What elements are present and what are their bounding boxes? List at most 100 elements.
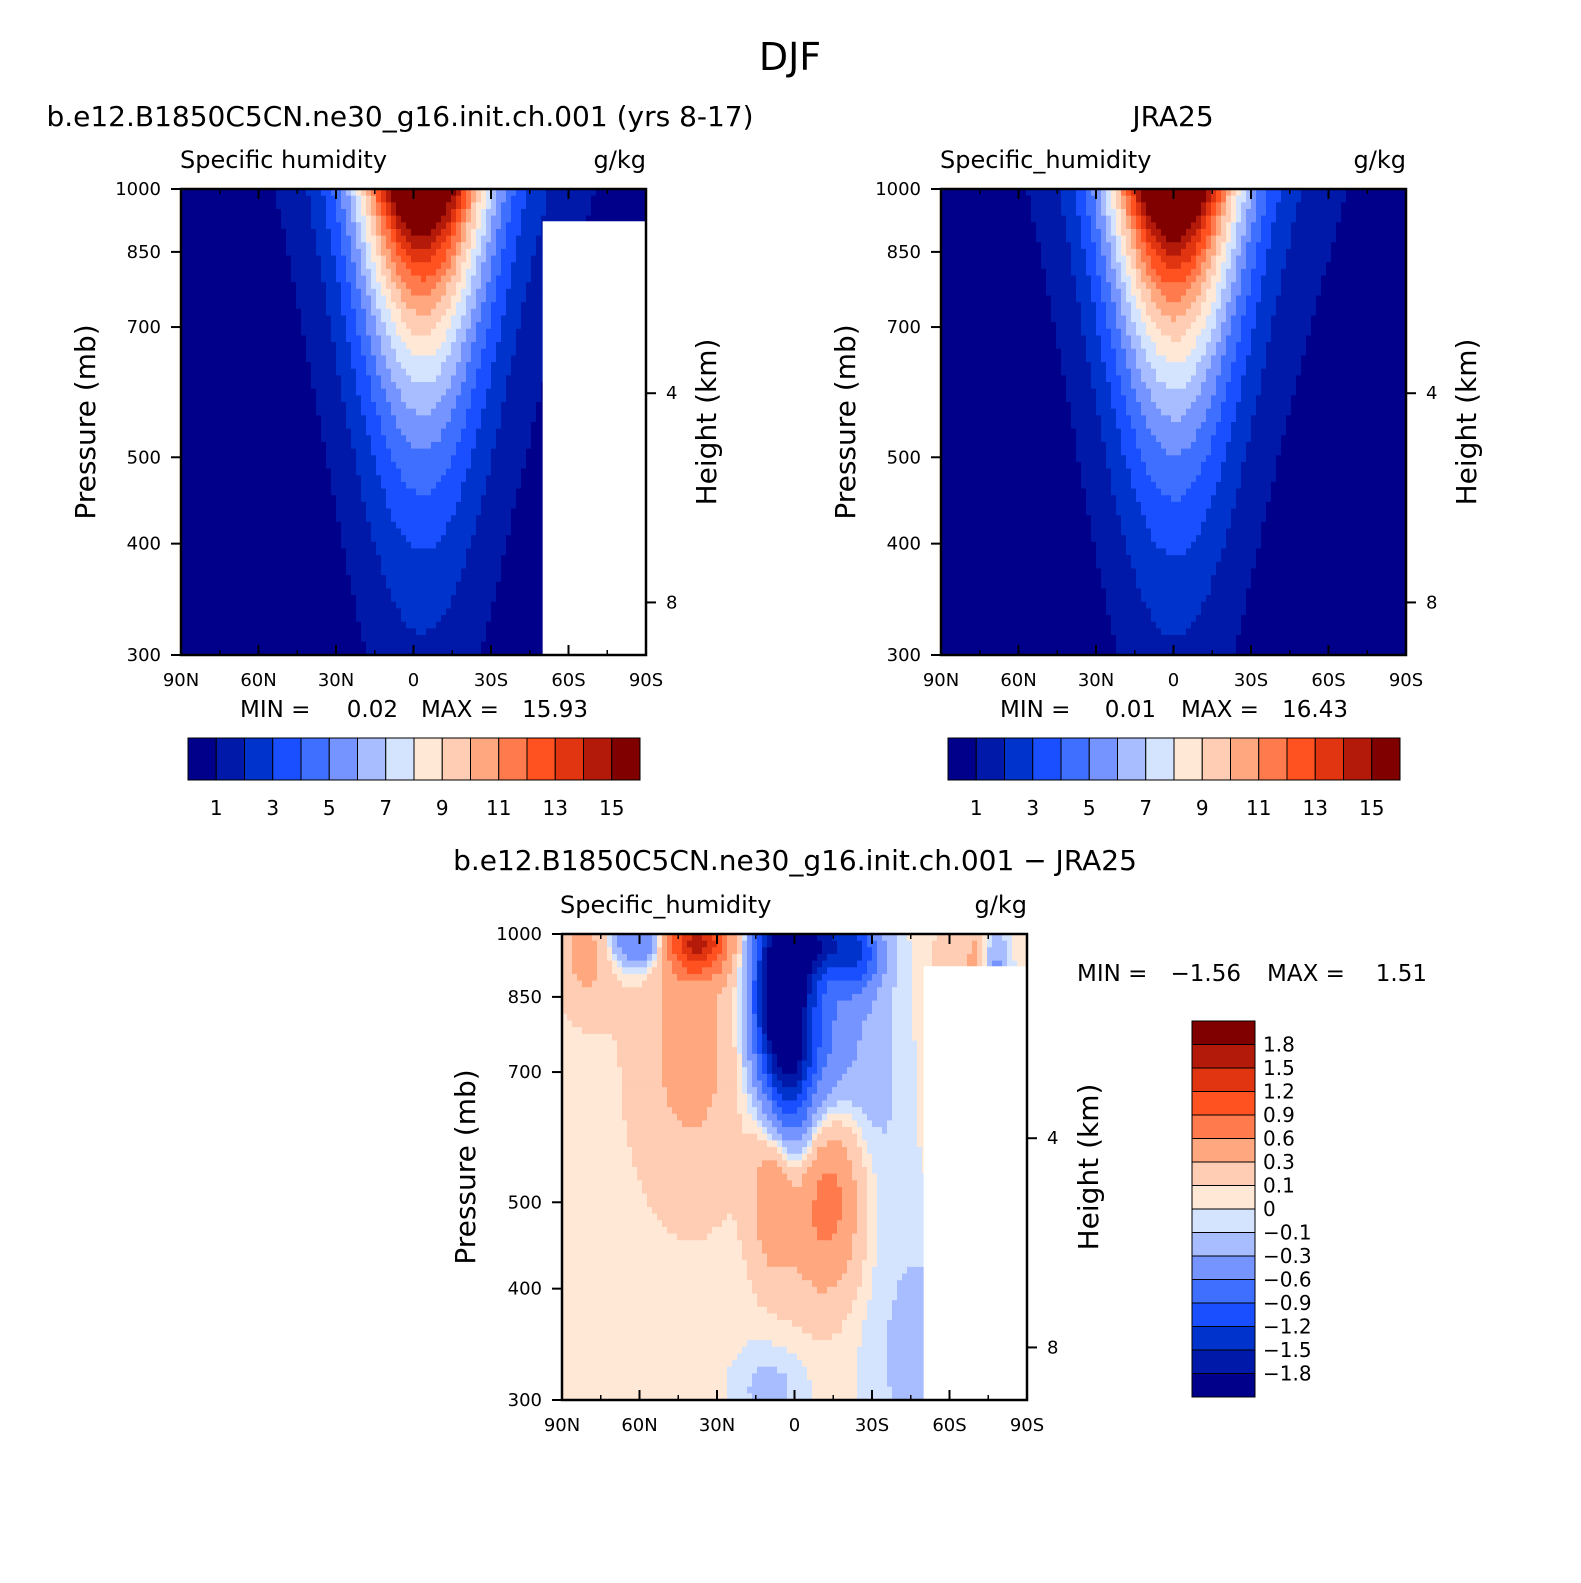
- field-cell: [251, 435, 257, 443]
- field-cell: [181, 595, 187, 603]
- field-cell: [306, 215, 312, 223]
- field-cell: [206, 608, 212, 616]
- field-cell: [316, 615, 322, 623]
- field-cell: [371, 581, 377, 590]
- field-cell: [456, 335, 462, 343]
- field-cell: [411, 455, 417, 463]
- field-cell: [416, 535, 422, 543]
- field-cell: [376, 581, 382, 590]
- field-cell: [426, 561, 432, 570]
- field-cell: [201, 248, 207, 257]
- field-cell: [201, 422, 207, 430]
- field-cell: [301, 641, 307, 649]
- field-cell: [476, 315, 482, 323]
- field-cell: [476, 635, 482, 643]
- field-cell: [251, 235, 257, 243]
- field-cell: [516, 342, 522, 350]
- field-cell: [491, 648, 497, 656]
- field-cell: [276, 422, 282, 430]
- field-cell: [476, 222, 482, 230]
- field-cell: [436, 448, 442, 456]
- field-cell: [511, 189, 517, 197]
- field-cell: [491, 202, 497, 210]
- field-cell: [311, 362, 317, 370]
- field-cell: [231, 208, 237, 217]
- field-cell: [296, 402, 302, 410]
- field-cell: [396, 195, 402, 203]
- field-cell: [486, 195, 492, 203]
- field-cell: [501, 275, 507, 283]
- field-cell: [486, 295, 492, 303]
- field-cell: [291, 335, 297, 343]
- field-cell: [296, 488, 302, 496]
- field-cell: [376, 382, 382, 390]
- field-cell: [466, 235, 472, 243]
- field-cell: [451, 561, 457, 570]
- field-cell: [331, 535, 337, 543]
- field-cell: [441, 581, 447, 590]
- field-cell: [471, 288, 477, 297]
- field-cell: [216, 288, 222, 297]
- field-cell: [466, 262, 472, 270]
- field-cell: [531, 508, 537, 516]
- field-cell: [196, 481, 202, 490]
- field-cell: [446, 501, 452, 510]
- field-cell: [446, 228, 452, 237]
- field-cell: [451, 621, 457, 629]
- field-cell: [196, 628, 202, 636]
- field-cell: [181, 468, 187, 476]
- field-cell: [206, 555, 212, 563]
- field-cell: [336, 315, 342, 323]
- field-cell: [231, 248, 237, 257]
- field-cell: [341, 481, 347, 490]
- field-cell: [281, 322, 287, 330]
- field-cell: [441, 248, 447, 257]
- field-cell: [191, 521, 197, 530]
- field-cell: [211, 189, 217, 197]
- field-cell: [341, 368, 347, 376]
- field-cell: [481, 501, 487, 510]
- field-cell: [391, 308, 397, 317]
- field-cell: [206, 275, 212, 283]
- field-cell: [516, 248, 522, 257]
- field-cell: [381, 435, 387, 443]
- field-cell: [311, 581, 317, 590]
- field-cell: [416, 635, 422, 643]
- field-cell: [266, 535, 272, 543]
- field-cell: [496, 475, 502, 483]
- field-cell: [441, 588, 447, 596]
- field-cell: [191, 189, 197, 197]
- field-cell: [251, 595, 257, 603]
- field-cell: [241, 275, 247, 283]
- field-cell: [181, 501, 187, 510]
- field-cell: [211, 228, 217, 237]
- field-cell: [371, 382, 377, 390]
- field-cell: [416, 215, 422, 223]
- field-cell: [321, 601, 327, 609]
- field-cell: [456, 282, 462, 290]
- field-cell: [181, 428, 187, 436]
- field-cell: [341, 262, 347, 270]
- field-cell: [506, 535, 512, 543]
- field-cell: [251, 382, 257, 390]
- field-cell: [516, 262, 522, 270]
- field-cell: [266, 435, 272, 443]
- field-cell: [521, 288, 527, 297]
- field-cell: [206, 268, 212, 277]
- field-cell: [316, 189, 322, 197]
- field-cell: [181, 521, 187, 530]
- field-cell: [326, 635, 332, 643]
- field-cell: [466, 608, 472, 616]
- field-cell: [491, 288, 497, 297]
- field-cell: [306, 635, 312, 643]
- field-cell: [291, 308, 297, 317]
- field-cell: [301, 268, 307, 277]
- field-cell: [331, 395, 337, 403]
- field-cell: [441, 382, 447, 390]
- field-cell: [206, 362, 212, 370]
- field-cell: [411, 441, 417, 450]
- field-cell: [341, 268, 347, 277]
- field-cell: [396, 455, 402, 463]
- field-cell: [226, 342, 232, 350]
- field-cell: [466, 208, 472, 217]
